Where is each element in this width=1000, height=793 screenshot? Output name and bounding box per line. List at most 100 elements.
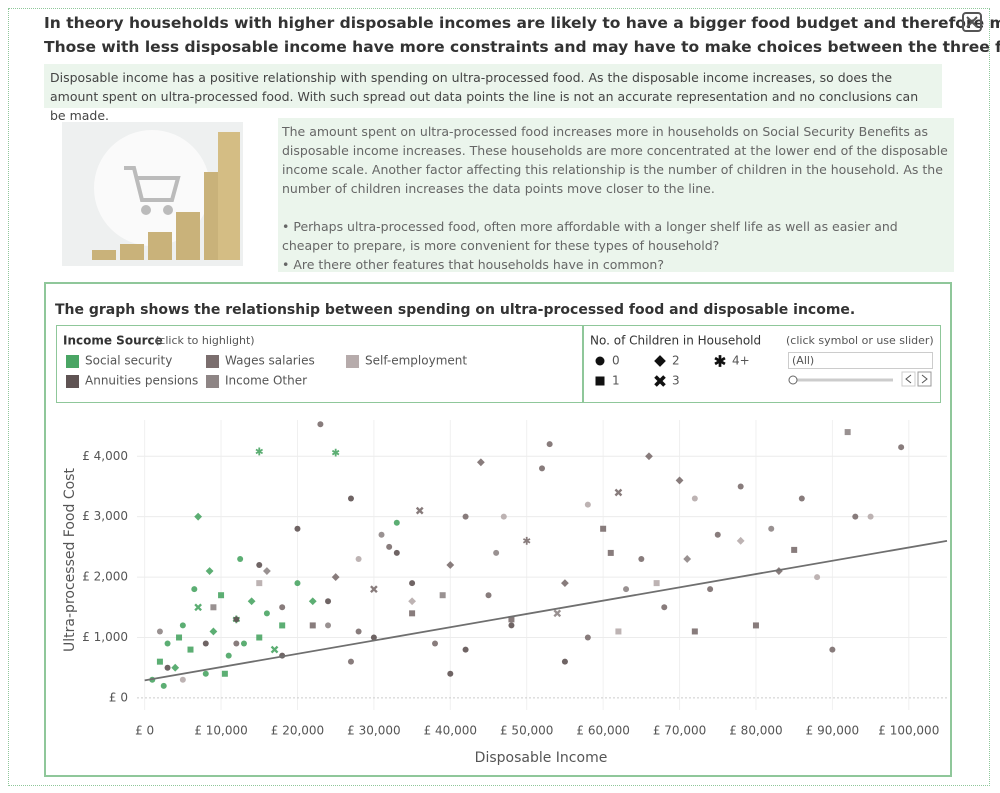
point	[308, 597, 317, 606]
point	[355, 555, 362, 562]
point	[294, 580, 301, 587]
legend-symbol[interactable]	[714, 355, 726, 367]
close-button[interactable]	[962, 12, 982, 32]
details: The amount spent on ultra-processed food…	[278, 118, 954, 272]
x-tick-label: £ 90,000	[806, 724, 859, 738]
point	[194, 512, 203, 521]
point	[256, 580, 263, 587]
summary: Disposable income has a positive relatio…	[44, 64, 942, 123]
children-title: No. of Children in Household	[590, 334, 761, 348]
point	[661, 604, 668, 611]
point	[202, 670, 209, 677]
x-tick-label: £ 100,000	[878, 724, 939, 738]
legend-label[interactable]: Wages salaries	[225, 354, 315, 368]
point	[270, 645, 279, 654]
point	[233, 616, 240, 623]
point	[210, 604, 217, 611]
point	[844, 429, 851, 436]
filter-dropdown[interactable]: (All)	[788, 352, 933, 369]
slider-prev[interactable]	[901, 371, 916, 387]
point	[164, 640, 171, 647]
point	[263, 567, 271, 575]
legend-label[interactable]: Self-employment	[365, 354, 467, 368]
point	[393, 549, 400, 556]
legend-label: 2	[672, 354, 680, 368]
legend-label[interactable]: Social security	[85, 354, 172, 368]
close-icon	[966, 16, 978, 28]
point	[386, 543, 393, 550]
point	[508, 622, 515, 629]
point	[347, 495, 354, 502]
point	[263, 610, 270, 617]
point	[653, 580, 660, 587]
point	[415, 506, 424, 515]
point	[439, 592, 446, 599]
point	[446, 561, 455, 569]
point	[409, 610, 416, 617]
point	[331, 573, 340, 581]
point	[370, 634, 377, 641]
slider-next[interactable]	[917, 371, 932, 387]
point	[691, 495, 698, 502]
point	[791, 546, 798, 553]
point	[160, 682, 167, 689]
legend-hint: (click to highlight)	[155, 334, 255, 347]
x-axis-label: Disposable Income	[475, 750, 608, 766]
point	[614, 488, 623, 497]
legend-label[interactable]: Annuities pensions	[85, 374, 198, 388]
point	[584, 501, 591, 508]
legend-symbol[interactable]	[654, 375, 666, 387]
legend-symbol[interactable]	[595, 356, 605, 366]
children-hint: (click symbol or use slider)	[786, 334, 934, 347]
point	[737, 483, 744, 490]
legend-label: 1	[612, 374, 620, 388]
point	[607, 549, 614, 556]
point	[255, 447, 264, 456]
point	[331, 448, 340, 457]
point	[176, 634, 183, 641]
frame	[8, 8, 990, 786]
point	[814, 574, 821, 581]
point	[485, 592, 492, 599]
legend-swatch	[346, 355, 359, 368]
point	[325, 598, 332, 605]
point	[221, 670, 228, 677]
point	[539, 465, 545, 472]
point	[561, 658, 568, 665]
legend-label: 3	[672, 374, 680, 388]
x-tick-label: £ 10,000	[194, 724, 247, 738]
point	[355, 628, 362, 635]
y-axis-label: Ultra-processed Food Cost	[62, 468, 78, 652]
point	[462, 513, 469, 520]
point	[683, 555, 692, 563]
point	[408, 597, 416, 606]
x-tick-label: £ 50,000	[500, 724, 553, 738]
y-tick-label: £ 2,000	[82, 570, 128, 584]
point	[898, 444, 905, 451]
point	[691, 628, 698, 635]
point	[156, 658, 163, 665]
point	[209, 627, 218, 636]
point	[447, 670, 454, 677]
legend-label: 0	[612, 354, 620, 368]
point	[752, 622, 759, 629]
point	[645, 452, 653, 461]
point	[194, 603, 202, 612]
legend-swatch	[66, 355, 79, 368]
bullet: • Are there other features that househol…	[282, 257, 664, 272]
legend-symbol[interactable]	[595, 376, 605, 386]
point	[156, 628, 163, 635]
legend-swatch	[206, 375, 219, 388]
x-tick-label: £ 70,000	[653, 724, 706, 738]
point	[179, 622, 186, 629]
point	[508, 616, 515, 623]
legend-label[interactable]: Income Other	[225, 374, 307, 388]
slider-handle[interactable]	[788, 375, 798, 385]
legend-swatch	[206, 355, 219, 368]
point	[852, 513, 859, 520]
legend-symbol[interactable]	[654, 355, 666, 367]
point	[462, 646, 469, 653]
point	[615, 628, 622, 635]
